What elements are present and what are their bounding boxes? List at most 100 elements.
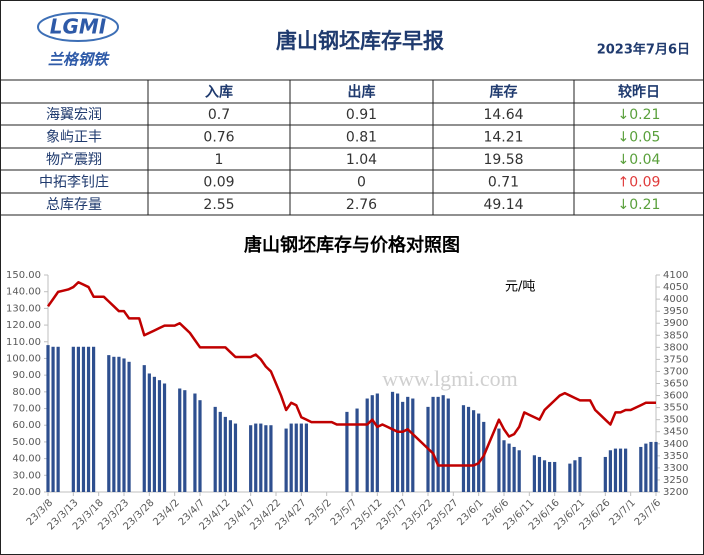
y-tick-label: 110.00 — [6, 337, 41, 348]
column-header: 入库 — [205, 84, 233, 101]
bar — [553, 461, 557, 492]
bar — [152, 376, 156, 492]
bar — [193, 393, 197, 492]
bar — [406, 396, 410, 492]
value-cell: 0.71 — [488, 175, 519, 191]
bar — [112, 356, 116, 492]
y2-tick-label: 3750 — [663, 354, 688, 365]
value-cell: 14.64 — [483, 107, 523, 123]
bar — [117, 356, 121, 492]
y-tick-label: 80.00 — [12, 387, 41, 398]
y2-tick-label: 3200 — [663, 487, 688, 498]
bar — [532, 455, 536, 492]
bar — [71, 346, 75, 492]
bar — [497, 428, 501, 492]
y2-tick-label: 4100 — [663, 270, 688, 281]
bar — [157, 380, 162, 492]
y2-tick-label: 3700 — [663, 366, 688, 377]
bar — [608, 450, 612, 492]
bar — [107, 355, 111, 492]
bar — [396, 393, 400, 492]
title: 唐山钢坯库存早报 — [276, 29, 444, 53]
bar — [411, 398, 415, 492]
bar — [517, 450, 521, 492]
logo-subtitle: 兰格钢铁 — [48, 51, 110, 69]
value-cell: 0.09 — [203, 175, 234, 191]
row-name: 总库存量 — [46, 197, 102, 213]
y-tick-label: 50.00 — [12, 437, 41, 448]
column-header: 较昨日 — [618, 84, 660, 101]
change-cell: ↓0.05 — [618, 130, 661, 146]
bar — [254, 423, 258, 492]
bar — [568, 463, 572, 492]
y-tick-label: 30.00 — [12, 470, 41, 481]
y-tick-label: 90.00 — [12, 370, 41, 381]
change-cell: ↓0.21 — [618, 197, 661, 213]
value-cell: 19.58 — [483, 152, 523, 168]
y-tick-label: 120.00 — [6, 320, 41, 331]
bar — [162, 383, 167, 492]
bar — [249, 425, 253, 492]
unit-annotation: 元/吨 — [505, 280, 535, 295]
bar — [436, 396, 440, 492]
column-header: 出库 — [348, 84, 376, 101]
bar — [441, 395, 445, 492]
bar — [375, 393, 379, 492]
y2-tick-label: 3550 — [663, 403, 688, 414]
bar — [259, 423, 263, 492]
bar — [537, 456, 542, 492]
bar — [142, 365, 146, 492]
bar — [345, 411, 349, 492]
value-cell: 49.14 — [483, 197, 523, 213]
bar — [639, 446, 643, 492]
bar — [46, 345, 50, 492]
y2-tick-label: 3450 — [663, 427, 688, 438]
row-name: 象屿正丰 — [46, 130, 102, 146]
bar — [472, 410, 476, 492]
bar — [56, 346, 60, 492]
y-tick-label: 70.00 — [12, 404, 41, 415]
bar — [507, 443, 511, 492]
y2-tick-label: 3900 — [663, 318, 688, 329]
y2-tick-label: 3650 — [663, 379, 688, 390]
bar — [127, 361, 131, 492]
bar — [401, 401, 405, 492]
bar — [603, 456, 607, 492]
bar — [446, 398, 450, 492]
y2-tick-label: 3600 — [663, 391, 688, 402]
logo-ring — [37, 12, 119, 42]
bar — [92, 346, 96, 492]
bar — [502, 440, 506, 492]
bar — [370, 395, 374, 492]
y-tick-label: 150.00 — [6, 270, 41, 281]
bar — [76, 346, 80, 492]
column-header: 库存 — [490, 84, 518, 101]
bar — [122, 358, 126, 492]
y2-tick-label: 3800 — [663, 342, 688, 353]
bar — [477, 413, 481, 492]
logo: LGMI — [50, 15, 107, 39]
bar — [618, 448, 623, 492]
value-cell: 0.76 — [203, 130, 234, 146]
bar — [233, 423, 238, 492]
bar — [578, 456, 582, 492]
bar — [542, 460, 547, 492]
y-tick-label: 130.00 — [6, 303, 41, 314]
y2-tick-label: 3500 — [663, 415, 688, 426]
bar — [304, 423, 308, 492]
bar — [183, 390, 187, 492]
bar — [461, 405, 466, 492]
bar — [269, 425, 273, 492]
bar — [624, 448, 628, 492]
bar — [213, 406, 217, 492]
bar — [284, 428, 288, 492]
bar — [355, 408, 359, 492]
y-tick-label: 60.00 — [12, 420, 41, 431]
bar — [649, 441, 653, 492]
bar — [466, 406, 471, 492]
bar — [228, 420, 232, 492]
y-tick-label: 20.00 — [12, 487, 41, 498]
bar — [51, 346, 55, 492]
bar — [365, 398, 369, 492]
